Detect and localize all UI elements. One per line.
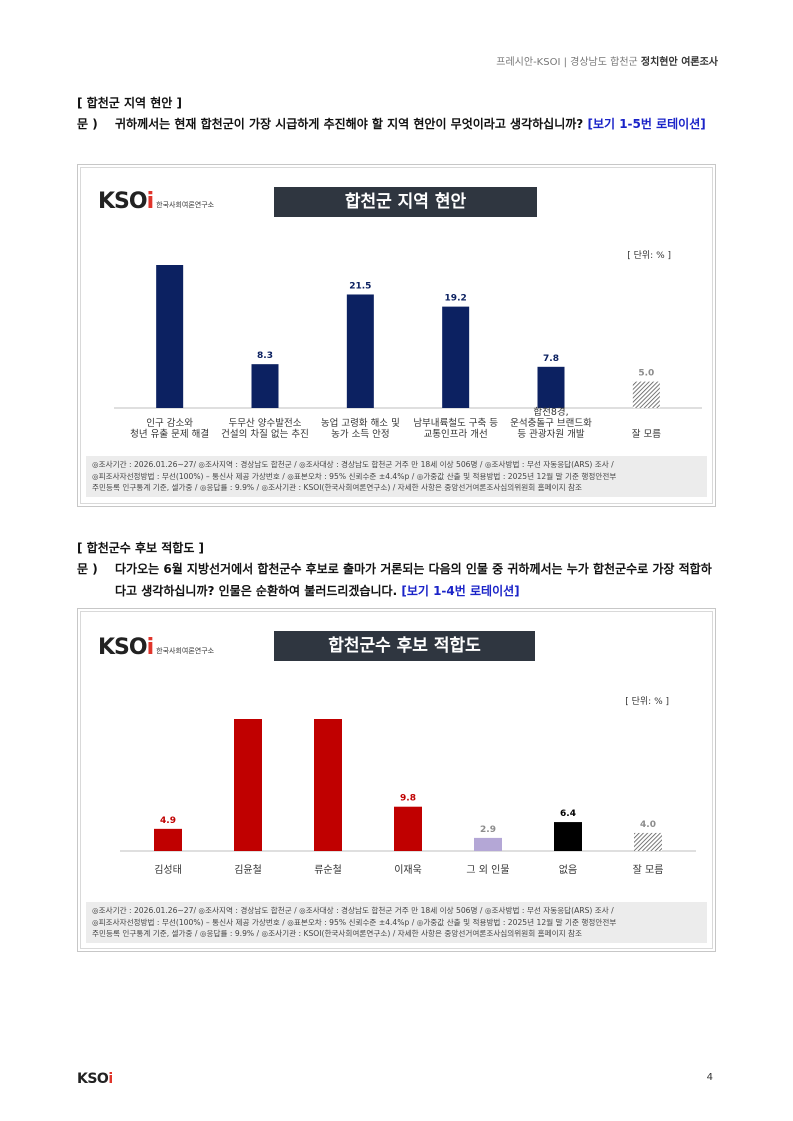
chart2-unit: [ 단위: % ] xyxy=(625,697,669,707)
question-mark-label: 문 ) xyxy=(77,117,98,131)
data-label: 2.9 xyxy=(480,825,496,835)
footnote-line: 주민등록 인구통계 기준, 셀가중 / ◎응답률 : 9.9% / ◎조사기관 … xyxy=(92,929,582,938)
header-source: 프레시안-KSOI xyxy=(496,57,561,68)
data-label: 4.0 xyxy=(640,820,656,830)
category-label: 인구 감소와 청년 유출 문제 해결 xyxy=(130,417,209,440)
data-label: 7.8 xyxy=(543,354,559,364)
chart1-unit: [ 단위: % ] xyxy=(627,251,671,261)
data-label: 19.2 xyxy=(445,294,467,304)
bar xyxy=(442,306,470,408)
data-label: 6.4 xyxy=(560,809,576,819)
bar xyxy=(537,366,565,408)
data-label: 9.8 xyxy=(400,794,416,804)
category-label: 두무산 양수발전소 건설의 차질 없는 추진 xyxy=(221,418,309,440)
bar xyxy=(156,265,184,408)
chart1-footnote: ◎조사기간 : 2026.01.26~27/ ◎조사지역 : 경상남도 합천군 … xyxy=(86,456,707,497)
chart1-card: KSOi 한국사회여론연구소 합천군 지역 현안 [ 단위: % ] 38.2인… xyxy=(77,164,716,507)
ksoi-logo: KSOi 한국사회여론연구소 xyxy=(98,189,215,214)
bar xyxy=(474,837,502,851)
ksoi-logo: KSOi 한국사회여론연구소 xyxy=(98,635,215,660)
bar xyxy=(234,719,262,851)
footnote-line: 주민등록 인구통계 기준, 셀가중 / ◎응답률 : 9.9% / ◎조사기관 … xyxy=(92,483,582,492)
category-label: 잘 모름 xyxy=(633,864,664,876)
section2-title: [ 합천군수 후보 적합도 ] xyxy=(77,541,205,555)
data-label: 8.3 xyxy=(257,351,273,361)
category-label: 류순철 xyxy=(314,864,342,876)
footer-ksoi-logo: KSOi xyxy=(77,1071,113,1087)
footnote-line: ◎조사기간 : 2026.01.26~27/ ◎조사지역 : 경상남도 합천군 … xyxy=(92,906,614,915)
bar xyxy=(314,719,342,851)
header-topic: 정치현안 여론조사 xyxy=(640,57,718,68)
chart2-card: KSOi 한국사회여론연구소 합천군수 후보 적합도 [ 단위: % ] 4.9… xyxy=(77,608,716,952)
section2-question-text: 다가오는 6월 지방선거에서 합천군수 후보로 출마가 거론되는 다음의 인물 … xyxy=(115,562,712,598)
footnote-line: ◎피조사자선정방법 : 무선(100%) – 통신사 제공 가상번호 / ◎표본… xyxy=(92,471,617,481)
data-label: 5.0 xyxy=(638,369,654,379)
category-label: 그 외 인물 xyxy=(466,864,509,876)
data-label: 21.5 xyxy=(349,281,371,291)
category-label: 남부내륙철도 구축 등 교통인프라 개선 xyxy=(413,418,498,440)
page-number: 4 xyxy=(706,1072,713,1083)
footnote-line: ◎피조사자선정방법 : 무선(100%) – 통신사 제공 가상번호 / ◎표본… xyxy=(92,917,617,927)
section2-question: 문 ) 다가오는 6월 지방선거에서 합천군수 후보로 출마가 거론되는 다음의… xyxy=(77,558,717,602)
category-label: 없음 xyxy=(559,863,577,876)
page-header: 프레시안-KSOI | 경상남도 합천군 정치현안 여론조사 xyxy=(496,53,718,68)
category-label: 잘 모름 xyxy=(632,428,661,440)
chart2-title: 합천군수 후보 적합도 xyxy=(274,631,535,661)
section1-question: 문 ) 귀하께서는 현재 합천군이 가장 시급하게 추진해야 할 지역 현안이 … xyxy=(77,113,717,135)
bar xyxy=(346,294,374,408)
category-label: 농업 고령화 해소 및 농가 소득 안정 xyxy=(321,417,400,440)
bar xyxy=(634,832,662,851)
bar xyxy=(394,806,422,851)
section1-rotation-note: [보기 1-5번 로테이션] xyxy=(587,117,706,131)
category-label: 합천8경, 운석충돌구 브랜드화 등 관광자원 개발 xyxy=(510,406,592,440)
header-region: 경상남도 합천군 xyxy=(570,57,641,68)
chart1-title: 합천군 지역 현안 xyxy=(274,187,537,217)
category-label: 김윤철 xyxy=(234,864,262,876)
bar xyxy=(632,381,660,408)
question-mark-label: 문 ) xyxy=(77,562,98,576)
category-label: 김성태 xyxy=(154,864,182,876)
bar xyxy=(154,828,182,851)
chart2-footnote: ◎조사기간 : 2026.01.26~27/ ◎조사지역 : 경상남도 합천군 … xyxy=(86,902,707,943)
bar xyxy=(554,822,582,851)
section2-rotation-note: [보기 1-4번 로테이션] xyxy=(401,584,520,598)
bar xyxy=(251,364,279,408)
footnote-line: ◎조사기간 : 2026.01.26~27/ ◎조사지역 : 경상남도 합천군 … xyxy=(92,460,614,469)
section1-title: [ 합천군 지역 현안 ] xyxy=(77,96,182,110)
category-label: 이재욱 xyxy=(394,864,422,876)
data-label: 4.9 xyxy=(160,816,176,826)
header-separator: | xyxy=(560,57,571,68)
section1-question-text: 귀하께서는 현재 합천군이 가장 시급하게 추진해야 할 지역 현안이 무엇이라… xyxy=(115,117,588,131)
